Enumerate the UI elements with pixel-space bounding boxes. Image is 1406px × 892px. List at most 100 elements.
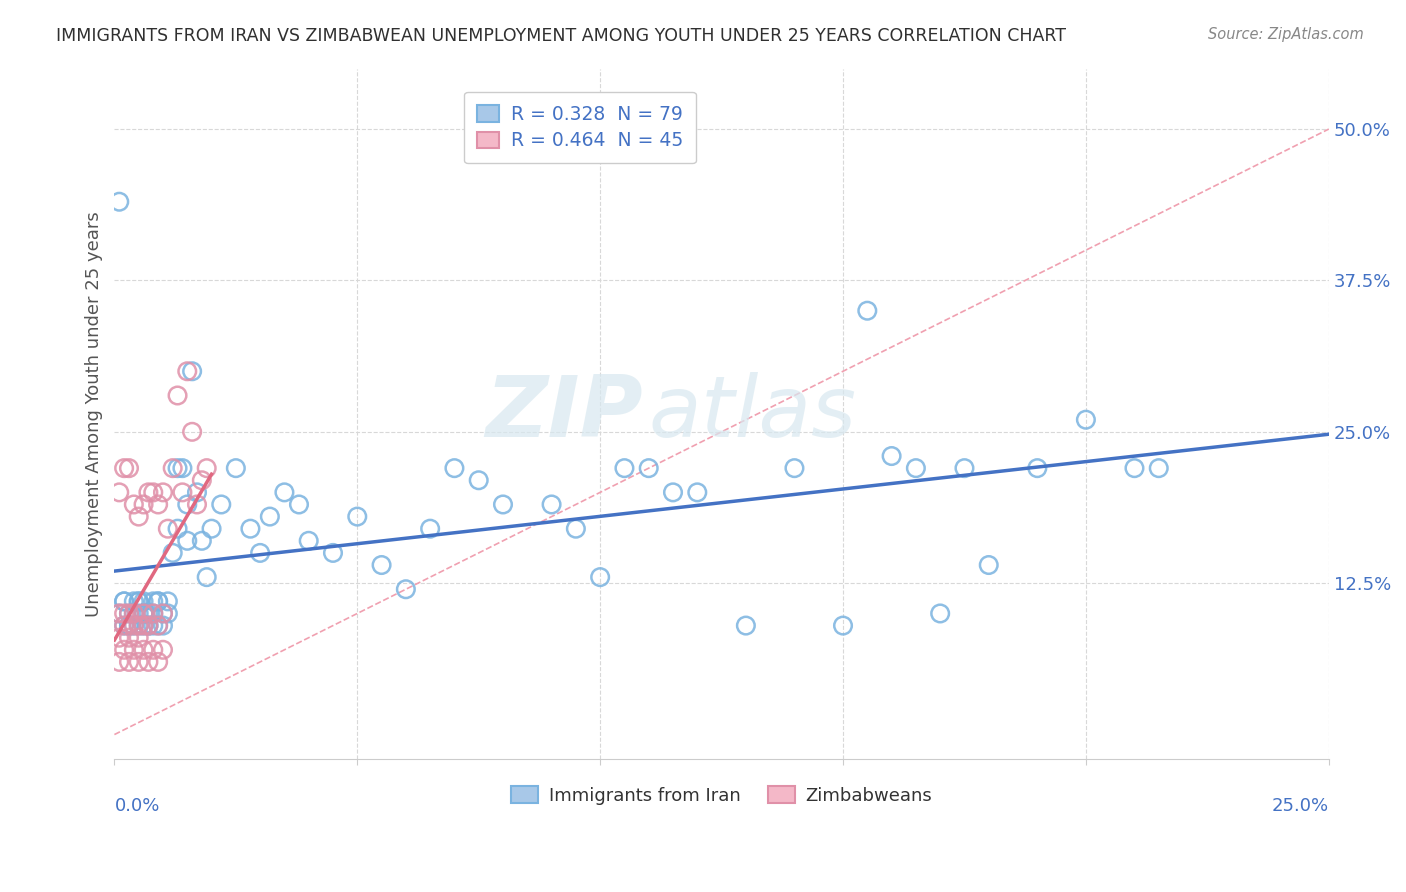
Point [122,618,145,632]
Point [132,642,155,657]
Legend: Immigrants from Iran, Zimbabweans: Immigrants from Iran, Zimbabweans [503,780,939,812]
Point [953,461,976,475]
Point [613,461,636,475]
Point [122,607,145,621]
Point [118,607,141,621]
Point [152,618,174,632]
Point [132,594,155,608]
Point [128,618,150,632]
Text: 0.0%: 0.0% [114,797,160,814]
Point [443,461,465,475]
Point [108,631,131,645]
Point [637,461,659,475]
Point [191,533,214,548]
Point [156,522,179,536]
Text: ZIP: ZIP [485,372,643,455]
Point [146,618,169,632]
Point [142,618,165,632]
Point [1147,461,1170,475]
Point [172,485,194,500]
Text: IMMIGRANTS FROM IRAN VS ZIMBABWEAN UNEMPLOYMENT AMONG YOUTH UNDER 25 YEARS CORRE: IMMIGRANTS FROM IRAN VS ZIMBABWEAN UNEMP… [56,27,1066,45]
Point [142,594,165,608]
Point [108,607,131,621]
Point [138,655,160,669]
Point [146,498,169,512]
Point [172,461,194,475]
Point [146,655,169,669]
Point [152,642,174,657]
Point [128,618,150,632]
Point [273,485,295,500]
Point [112,607,135,621]
Point [112,642,135,657]
Point [132,607,155,621]
Point [929,607,952,621]
Point [589,570,612,584]
Point [152,485,174,500]
Point [118,631,141,645]
Point [128,655,150,669]
Point [977,558,1000,572]
Point [128,607,150,621]
Point [146,594,169,608]
Point [122,642,145,657]
Point [249,546,271,560]
Point [239,522,262,536]
Point [132,607,155,621]
Point [209,498,232,512]
Point [156,594,179,608]
Point [152,607,174,621]
Point [142,642,165,657]
Point [166,388,188,402]
Point [734,618,756,632]
Point [152,607,174,621]
Point [118,461,141,475]
Point [108,194,131,209]
Point [162,461,184,475]
Point [298,533,321,548]
Point [166,461,188,475]
Point [686,485,709,500]
Point [370,558,392,572]
Point [142,485,165,500]
Point [112,618,135,632]
Point [142,607,165,621]
Point [138,618,160,632]
Point [191,473,214,487]
Point [181,425,204,439]
Text: Source: ZipAtlas.com: Source: ZipAtlas.com [1208,27,1364,42]
Point [195,461,218,475]
Y-axis label: Unemployment Among Youth under 25 years: Unemployment Among Youth under 25 years [86,211,103,616]
Text: 25.0%: 25.0% [1271,797,1329,814]
Point [118,607,141,621]
Point [142,607,165,621]
Point [128,631,150,645]
Point [122,607,145,621]
Point [186,485,208,500]
Point [108,485,131,500]
Point [138,607,160,621]
Point [195,570,218,584]
Point [138,485,160,500]
Point [146,618,169,632]
Point [200,522,222,536]
Point [118,618,141,632]
Point [783,461,806,475]
Text: atlas: atlas [648,372,856,455]
Point [128,594,150,608]
Point [856,303,879,318]
Point [186,498,208,512]
Point [166,522,188,536]
Point [112,618,135,632]
Point [108,655,131,669]
Point [540,498,562,512]
Point [565,522,588,536]
Point [132,618,155,632]
Point [156,607,179,621]
Point [122,498,145,512]
Point [346,509,368,524]
Point [128,594,150,608]
Point [419,522,441,536]
Point [1123,461,1146,475]
Point [259,509,281,524]
